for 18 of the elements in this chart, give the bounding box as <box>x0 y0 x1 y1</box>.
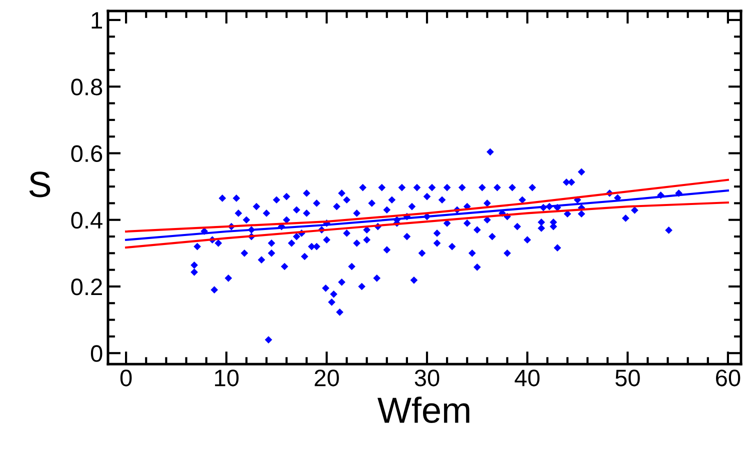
y-tick-label: 0.4 <box>71 212 102 229</box>
line-series <box>125 201 730 249</box>
line-series <box>125 190 730 241</box>
x-tick-label: 0 <box>120 370 132 386</box>
y-tick-label: 0.2 <box>71 278 102 296</box>
x-tick-label: 60 <box>716 370 740 386</box>
x-tick-label: 40 <box>514 370 540 386</box>
line-series <box>125 178 730 233</box>
x-axis-title: Wfem <box>378 396 470 424</box>
x-tick-label: 20 <box>314 370 339 386</box>
y-tick-label: 0.6 <box>71 145 102 162</box>
x-tick-label: 30 <box>414 370 440 386</box>
y-tick-label: 0.8 <box>71 78 102 96</box>
y-tick-label: 1 <box>92 12 102 29</box>
y-axis-title: S <box>29 172 50 198</box>
x-tick-label: 50 <box>615 370 640 386</box>
y-tick-label: 0 <box>90 345 102 362</box>
x-tick-label: 10 <box>215 370 239 386</box>
